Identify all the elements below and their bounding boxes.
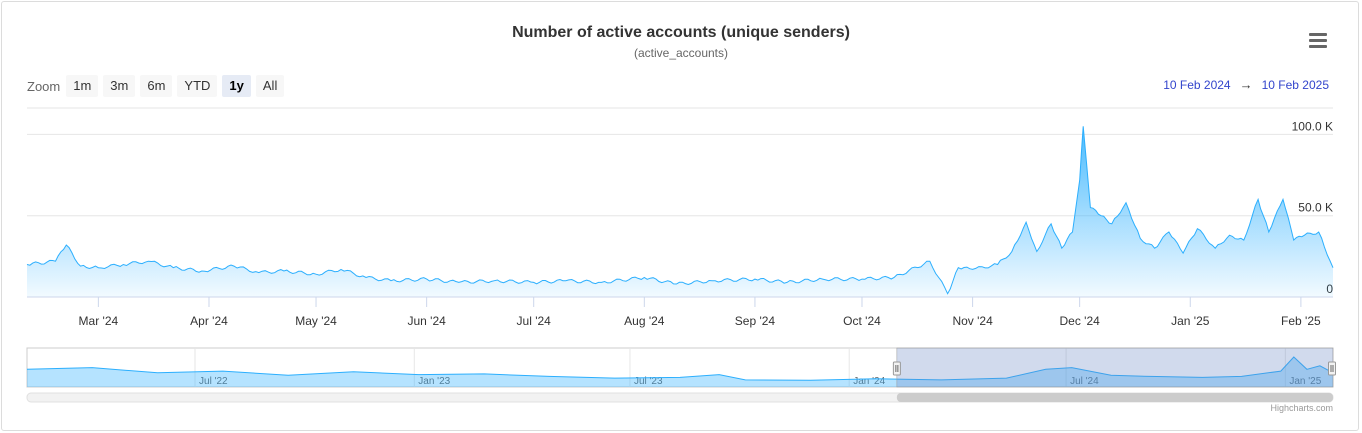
chart-subtitle: (active_accounts) <box>633 46 729 60</box>
zoom-button-1m[interactable]: 1m <box>66 75 99 97</box>
zoom-selector: Zoom 1m 3m 6m YTD 1y All <box>27 75 289 97</box>
zoom-button-1y[interactable]: 1y <box>222 75 251 97</box>
chart-title: Number of active accounts (unique sender… <box>512 24 850 41</box>
zoom-label: Zoom <box>27 78 61 94</box>
zoom-button-3m[interactable]: 3m <box>103 75 136 97</box>
zoom-button-ytd[interactable]: YTD <box>177 75 218 97</box>
hamburger-menu-icon[interactable] <box>1309 33 1331 51</box>
credits-link[interactable]: Highcharts.com <box>1270 403 1333 413</box>
date-range: 10 Feb 2024 → 10 Feb 2025 <box>1163 77 1329 92</box>
range-from-input[interactable]: 10 Feb 2024 <box>1163 77 1231 92</box>
zoom-button-6m[interactable]: 6m <box>140 75 173 97</box>
range-arrow: → <box>1239 77 1253 92</box>
range-to-input[interactable]: 10 Feb 2025 <box>1261 77 1329 92</box>
zoom-button-all[interactable]: All <box>255 75 285 97</box>
